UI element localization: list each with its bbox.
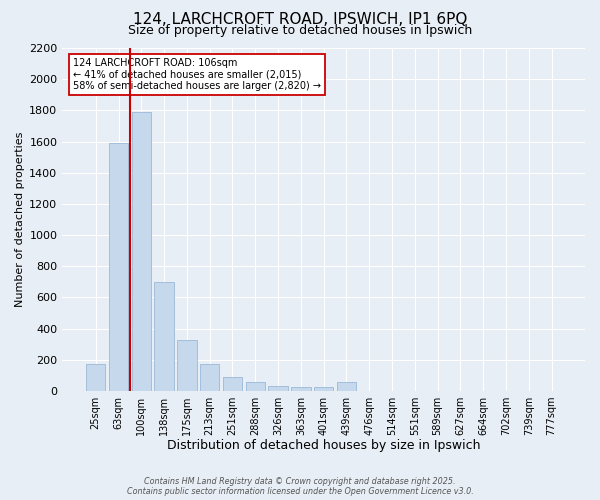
Text: 124, LARCHCROFT ROAD, IPSWICH, IP1 6PQ: 124, LARCHCROFT ROAD, IPSWICH, IP1 6PQ [133,12,467,28]
X-axis label: Distribution of detached houses by size in Ipswich: Distribution of detached houses by size … [167,440,481,452]
Bar [177,340,197,391]
Bar [223,377,242,391]
Y-axis label: Number of detached properties: Number of detached properties [15,132,25,307]
Bar [291,387,311,391]
Bar [268,386,288,391]
Bar [86,364,106,391]
Bar [131,112,151,391]
Bar [109,143,128,391]
Bar [200,364,220,391]
Bar [314,387,334,391]
Bar [245,382,265,391]
Bar [337,382,356,391]
Text: Size of property relative to detached houses in Ipswich: Size of property relative to detached ho… [128,24,472,37]
Text: 124 LARCHCROFT ROAD: 106sqm
← 41% of detached houses are smaller (2,015)
58% of : 124 LARCHCROFT ROAD: 106sqm ← 41% of det… [73,58,321,92]
Bar [154,282,174,391]
Text: Contains HM Land Registry data © Crown copyright and database right 2025.
Contai: Contains HM Land Registry data © Crown c… [127,476,473,496]
